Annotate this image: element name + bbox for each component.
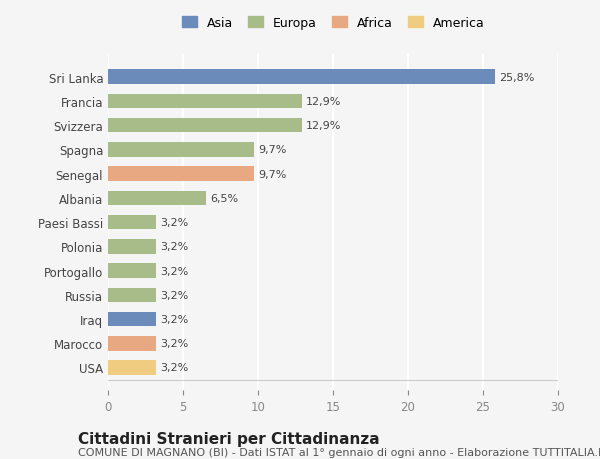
Bar xyxy=(108,336,156,351)
Bar xyxy=(108,360,156,375)
Bar xyxy=(108,70,495,85)
Text: 3,2%: 3,2% xyxy=(161,314,189,325)
Text: Cittadini Stranieri per Cittadinanza: Cittadini Stranieri per Cittadinanza xyxy=(78,431,380,447)
Bar xyxy=(108,215,156,230)
Bar xyxy=(108,191,205,206)
Text: COMUNE DI MAGNANO (BI) - Dati ISTAT al 1° gennaio di ogni anno - Elaborazione TU: COMUNE DI MAGNANO (BI) - Dati ISTAT al 1… xyxy=(78,448,600,458)
Text: 3,2%: 3,2% xyxy=(161,338,189,348)
Bar xyxy=(108,143,254,157)
Text: 6,5%: 6,5% xyxy=(210,193,238,203)
Bar xyxy=(108,119,302,133)
Text: 12,9%: 12,9% xyxy=(306,121,341,131)
Bar xyxy=(108,264,156,278)
Bar xyxy=(108,288,156,302)
Text: 3,2%: 3,2% xyxy=(161,363,189,373)
Text: 9,7%: 9,7% xyxy=(258,145,286,155)
Text: 3,2%: 3,2% xyxy=(161,266,189,276)
Text: 3,2%: 3,2% xyxy=(161,218,189,228)
Text: 3,2%: 3,2% xyxy=(161,242,189,252)
Bar xyxy=(108,240,156,254)
Text: 9,7%: 9,7% xyxy=(258,169,286,179)
Bar xyxy=(108,95,302,109)
Bar xyxy=(108,312,156,326)
Text: 12,9%: 12,9% xyxy=(306,97,341,107)
Bar xyxy=(108,167,254,181)
Legend: Asia, Europa, Africa, America: Asia, Europa, Africa, America xyxy=(176,11,490,34)
Text: 25,8%: 25,8% xyxy=(499,73,535,83)
Text: 3,2%: 3,2% xyxy=(161,290,189,300)
